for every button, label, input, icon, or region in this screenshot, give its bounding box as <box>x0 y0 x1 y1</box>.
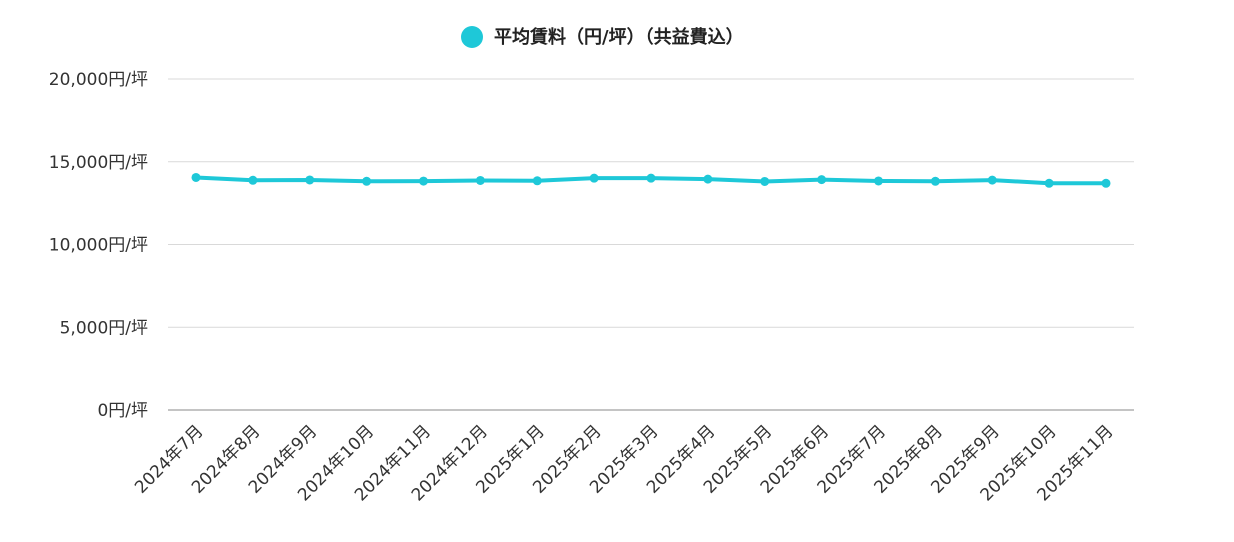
data-point[interactable] <box>419 176 428 186</box>
y-tick-label: 0円/坪 <box>97 401 148 421</box>
y-tick-label: 20,000円/坪 <box>49 70 148 90</box>
data-point[interactable] <box>874 176 883 186</box>
data-point[interactable] <box>817 175 827 185</box>
data-point[interactable] <box>589 173 599 183</box>
data-point[interactable] <box>930 176 940 186</box>
legend-label: 平均賃料（円/坪）（共益費込） <box>494 26 744 48</box>
data-point[interactable] <box>1101 178 1111 188</box>
data-point[interactable] <box>532 176 542 186</box>
x-axis-tick-labels: 2024年7月2024年8月2024年9月2024年10月2024年11月202… <box>131 421 1117 505</box>
data-point[interactable] <box>305 175 315 185</box>
series-line-group <box>191 172 1111 188</box>
data-point[interactable] <box>1044 178 1054 188</box>
chart-legend: 平均賃料（円/坪）（共益費込） <box>461 26 744 48</box>
y-tick-label: 15,000円/坪 <box>49 153 148 173</box>
grid-lines <box>168 78 1134 411</box>
y-tick-label: 5,000円/坪 <box>60 318 148 338</box>
legend-swatch <box>461 26 483 48</box>
data-point[interactable] <box>646 173 656 183</box>
data-point[interactable] <box>191 172 201 182</box>
data-point[interactable] <box>703 174 713 184</box>
data-point[interactable] <box>362 176 372 186</box>
data-point[interactable] <box>760 176 770 186</box>
y-axis-tick-labels: 0円/坪 5,000円/坪 10,000円/坪 15,000円/坪 20,000円/坪 <box>49 70 148 421</box>
data-point[interactable] <box>987 175 997 185</box>
data-point[interactable] <box>248 175 258 185</box>
data-point[interactable] <box>475 175 485 185</box>
y-tick-label: 10,000円/坪 <box>49 236 148 256</box>
